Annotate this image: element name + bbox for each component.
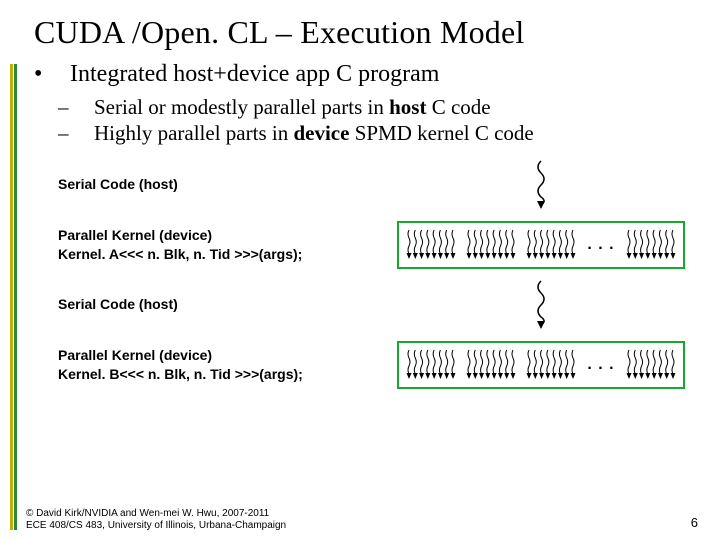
- thread-block: [405, 228, 457, 262]
- slide-content: •Integrated host+device app C program –S…: [0, 57, 720, 393]
- left-accent-bar: [10, 64, 18, 530]
- bullet2a-text: Serial or modestly parallel parts in hos…: [94, 95, 491, 119]
- ellipsis: . . .: [585, 356, 616, 374]
- bullet1-text: Integrated host+device app C program: [70, 61, 439, 87]
- execution-stages: Serial Code (host) Parallel Kernel (devi…: [52, 157, 710, 393]
- thread-block: [625, 348, 677, 382]
- ellipsis: . . .: [585, 236, 616, 254]
- stage-label: Parallel Kernel (device) Kernel. B<<< n.…: [52, 346, 372, 384]
- thread-block: [525, 348, 577, 382]
- slide-title: CUDA /Open. CL – Execution Model: [0, 0, 720, 57]
- thread-block: [625, 228, 677, 262]
- stage-label: Parallel Kernel (device) Kernel. A<<< n.…: [52, 226, 372, 264]
- copyright-footer: © David Kirk/NVIDIA and Wen-mei W. Hwu, …: [26, 508, 286, 532]
- thread-block: [465, 348, 517, 382]
- bullet-level1: •Integrated host+device app C program: [52, 61, 710, 88]
- stage-serial-2: Serial Code (host): [52, 277, 710, 333]
- thread-block: [525, 228, 577, 262]
- thread-block: [465, 228, 517, 262]
- stage-serial-1: Serial Code (host): [52, 157, 710, 213]
- bullet-level2: –Highly parallel parts in device SPMD ke…: [52, 120, 710, 146]
- squiggle-arrow-icon: [532, 159, 550, 211]
- stage-label: Serial Code (host): [52, 295, 372, 314]
- bullet2b-text: Highly parallel parts in device SPMD ker…: [94, 121, 534, 145]
- squiggle-arrow-icon: [532, 279, 550, 331]
- kernel-grid-b: . . .: [397, 341, 684, 389]
- thread-block: [405, 348, 457, 382]
- stage-label: Serial Code (host): [52, 175, 372, 194]
- bullet-level2: –Serial or modestly parallel parts in ho…: [52, 94, 710, 120]
- stage-parallel-b: Parallel Kernel (device) Kernel. B<<< n.…: [52, 337, 710, 393]
- page-number: 6: [691, 515, 698, 530]
- stage-parallel-a: Parallel Kernel (device) Kernel. A<<< n.…: [52, 217, 710, 273]
- kernel-grid-a: . . .: [397, 221, 684, 269]
